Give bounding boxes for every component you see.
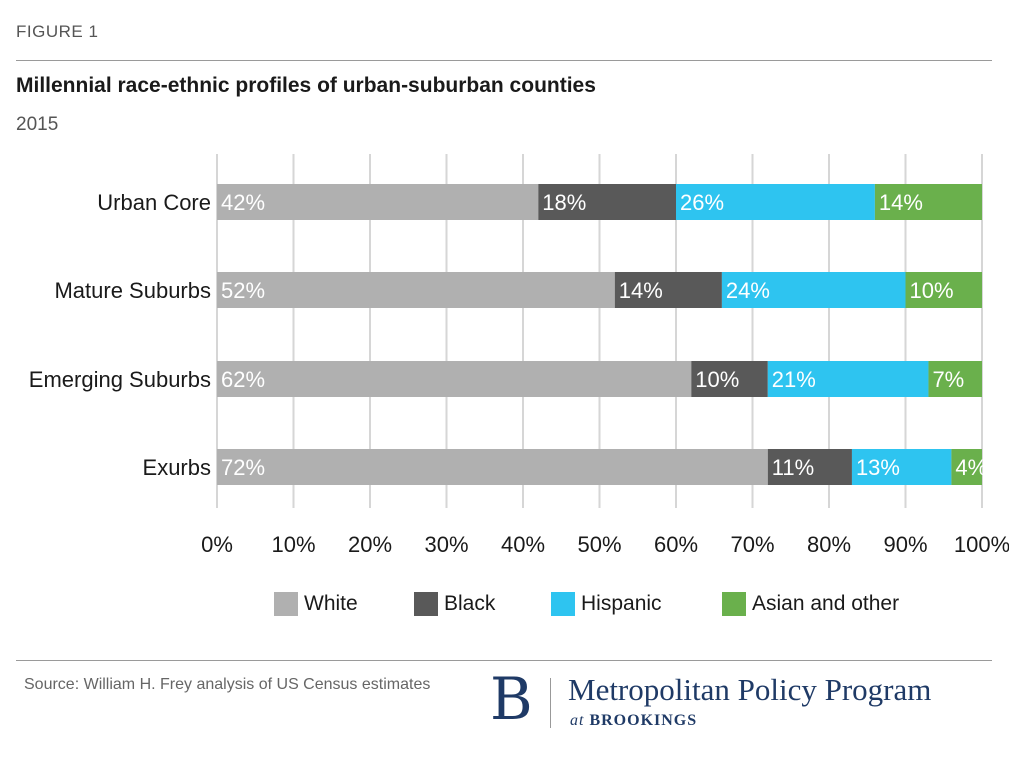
bar-segment-asian-and-other	[951, 449, 982, 485]
bar-segment-hispanic	[721, 272, 906, 308]
bar-segment-black	[691, 361, 768, 397]
bar-segment-white	[217, 272, 615, 308]
data-label: 11%	[772, 455, 814, 480]
bar-segment-hispanic	[851, 449, 952, 485]
x-tick-label: 100%	[954, 532, 1009, 557]
category-label: Exurbs	[143, 455, 211, 480]
legend-item-black: Black	[414, 592, 495, 616]
bar-segment-asian-and-other	[928, 361, 982, 397]
chart-legend: White Black Hispanic Asian and other	[0, 592, 1009, 622]
x-tick-label: 40%	[501, 532, 545, 557]
logo-program-name: Metropolitan Policy Program	[568, 672, 932, 707]
legend-swatch	[722, 592, 746, 616]
x-tick-label: 60%	[654, 532, 698, 557]
data-label: 24%	[726, 278, 770, 303]
top-rule	[16, 60, 992, 61]
bar-segment-hispanic	[676, 184, 875, 220]
bar-segment-black	[767, 449, 852, 485]
stacked-bar-chart: 0% 10% 20% 30% 40% 50% 60% 70% 80% 90% 100% Urban C…	[29, 154, 1009, 557]
chart-subtitle: 2015	[16, 114, 59, 135]
x-tick-label: 90%	[883, 532, 927, 557]
logo-subtitle-name: BROOKINGS	[589, 712, 698, 729]
data-label: 10%	[695, 367, 739, 392]
bar-segment-hispanic	[767, 361, 929, 397]
logo-divider	[550, 678, 551, 728]
legend-item-white: White	[274, 592, 358, 616]
x-tick-label: 80%	[807, 532, 851, 557]
data-label: 62%	[221, 367, 265, 392]
logo-subtitle: at BROOKINGS	[570, 712, 697, 730]
x-tick-label: 0%	[201, 532, 233, 557]
category-label: Mature Suburbs	[54, 278, 211, 303]
legend-label: White	[304, 592, 358, 615]
x-tick-label: 70%	[730, 532, 774, 557]
data-label: 7%	[932, 367, 964, 392]
bar-segment-white	[217, 361, 692, 397]
x-tick-label: 50%	[577, 532, 621, 557]
data-label: 72%	[221, 455, 265, 480]
bar-segment-asian-and-other	[874, 184, 982, 220]
data-label: 10%	[910, 278, 954, 303]
x-tick-label: 20%	[348, 532, 392, 557]
bar-segment-black	[538, 184, 676, 220]
data-label: 26%	[680, 190, 724, 215]
legend-label: Hispanic	[581, 592, 662, 615]
bar-segment-white	[217, 449, 768, 485]
legend-item-asian-and-other: Asian and other	[722, 592, 899, 616]
data-label: 14%	[879, 190, 923, 215]
data-label: 21%	[772, 367, 816, 392]
legend-label: Asian and other	[752, 592, 900, 615]
chart-title: Millennial race-ethnic profiles of urban…	[16, 74, 596, 97]
x-tick-label: 30%	[424, 532, 468, 557]
legend-swatch	[274, 592, 298, 616]
data-label: 52%	[221, 278, 265, 303]
bottom-rule	[16, 660, 992, 661]
category-label: Emerging Suburbs	[29, 367, 211, 392]
legend-item-hispanic: Hispanic	[551, 592, 662, 616]
figure-label: FIGURE 1	[16, 22, 99, 41]
data-label: 13%	[856, 455, 900, 480]
bar-segment-black	[614, 272, 722, 308]
data-label: 18%	[542, 190, 586, 215]
logo-subtitle-prefix: at	[570, 712, 590, 729]
bar-segment-asian-and-other	[905, 272, 982, 308]
category-label: Urban Core	[97, 190, 211, 215]
legend-label: Black	[444, 592, 496, 615]
bar-segment-white	[217, 184, 539, 220]
data-label: 14%	[619, 278, 663, 303]
legend-swatch	[551, 592, 575, 616]
legend-swatch	[414, 592, 438, 616]
x-tick-label: 10%	[271, 532, 315, 557]
source-note: Source: William H. Frey analysis of US C…	[24, 676, 431, 693]
data-label: 42%	[221, 190, 265, 215]
logo-letter: B	[490, 665, 533, 733]
data-label: 4%	[955, 455, 987, 480]
